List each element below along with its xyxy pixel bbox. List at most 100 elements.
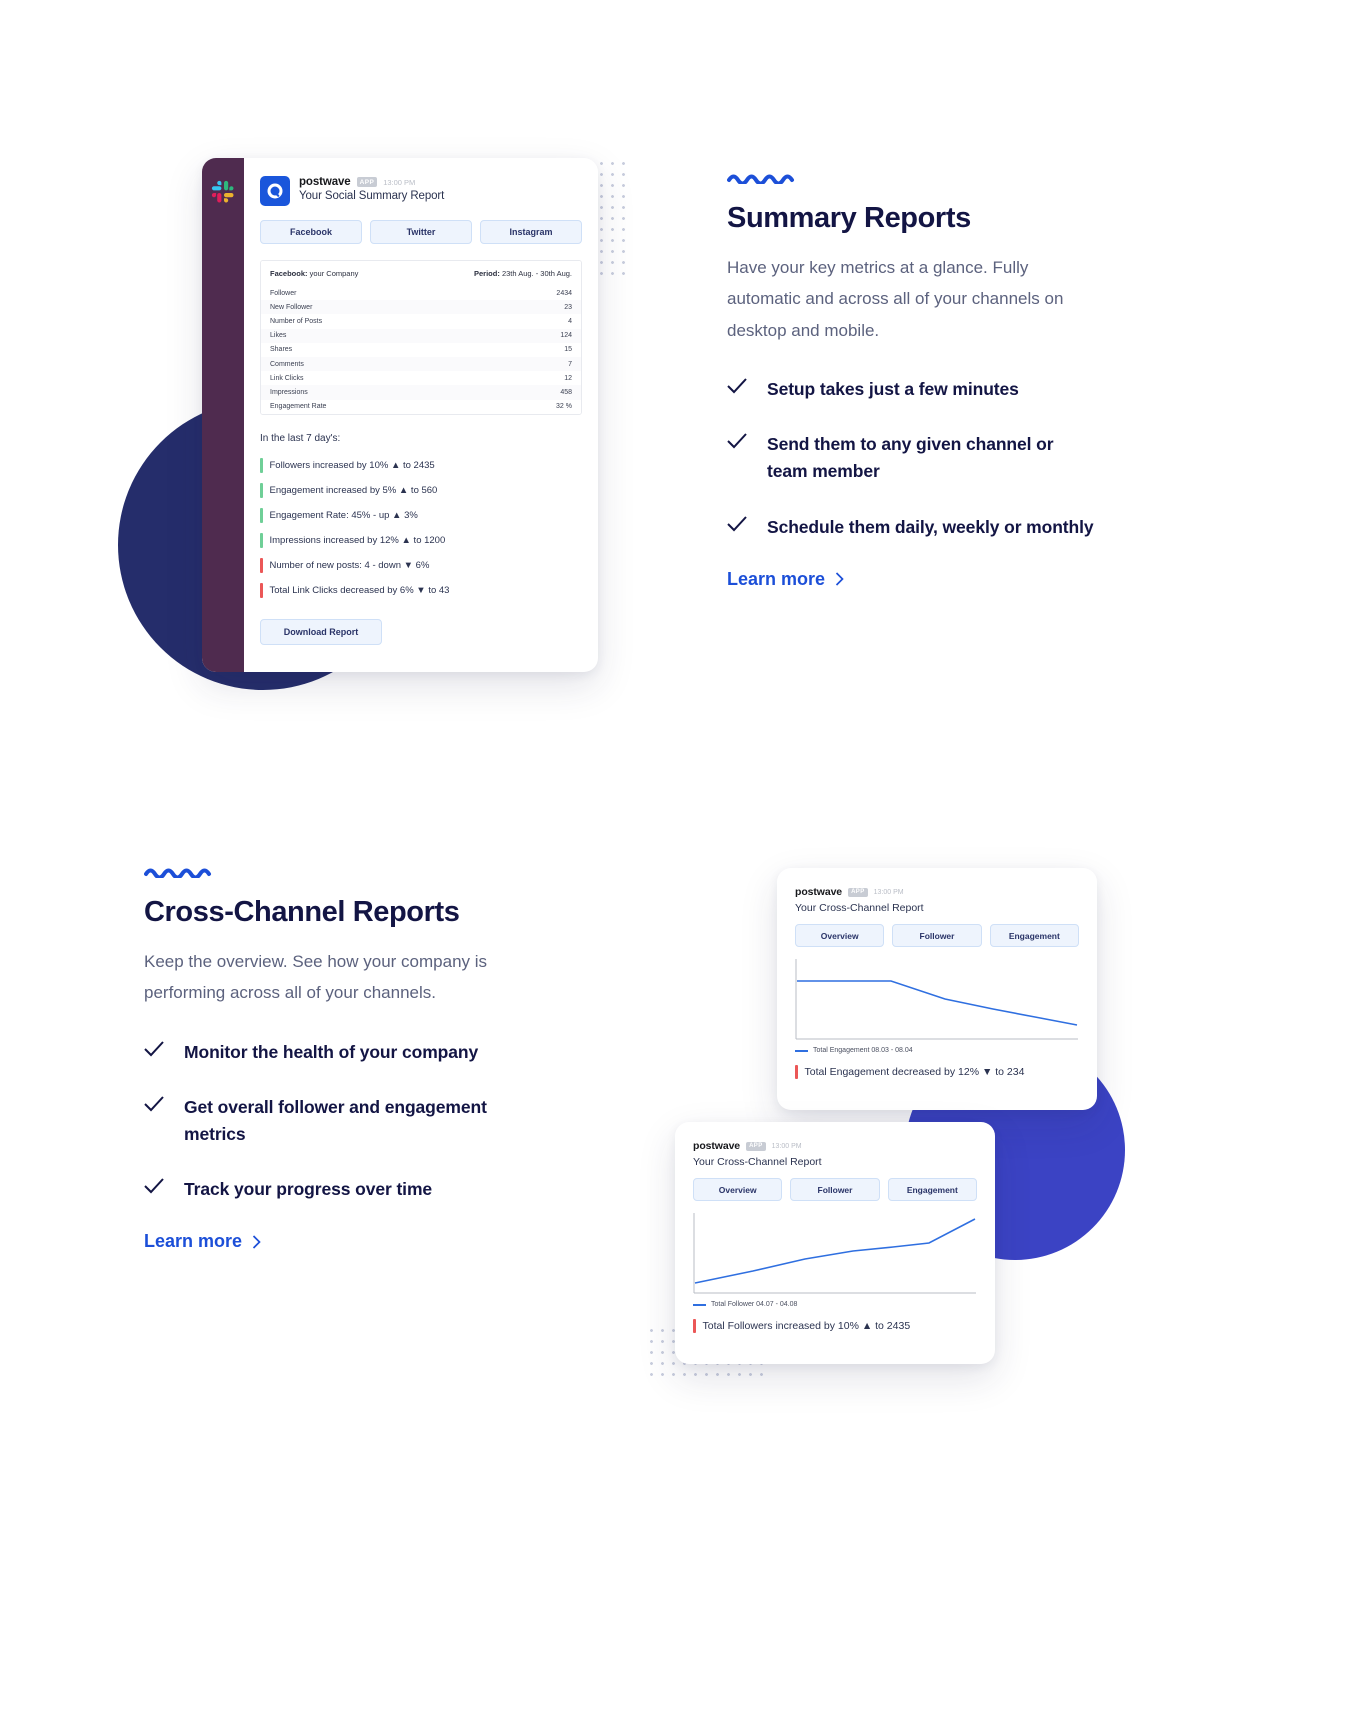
summary-reports-section: Summary Reports Have your key metrics at…: [727, 172, 1097, 590]
metric-label: Likes: [270, 332, 287, 340]
tab-engagement[interactable]: Engagement: [887, 1178, 977, 1201]
metric-value: 32 %: [556, 403, 572, 411]
cross-channel-reports-section: Cross-Channel Reports Keep the overview.…: [144, 866, 544, 1252]
metric-label: Shares: [270, 346, 293, 354]
chevron-right-icon: [835, 572, 844, 586]
learn-more-label: Learn more: [727, 568, 826, 589]
report-tab-row: Overview Follower Engagement: [693, 1178, 977, 1201]
tab-follower[interactable]: Follower: [790, 1178, 880, 1201]
benefit-text: Schedule them daily, weekly or monthly: [767, 516, 1094, 537]
metric-value: 4: [568, 317, 572, 325]
tab-follower[interactable]: Follower: [892, 924, 982, 947]
list-item: Setup takes just a few minutes: [727, 376, 1097, 403]
benefit-text: Track your progress over time: [184, 1179, 433, 1200]
app-name: postwave: [795, 886, 843, 898]
tab-engagement[interactable]: Engagement: [989, 924, 1079, 947]
recap-title: In the last 7 day's:: [260, 432, 341, 444]
postwave-logo-icon: [267, 183, 283, 199]
trend-down-bar: [260, 557, 263, 573]
app-badge: APP: [746, 1141, 766, 1151]
learn-more-link[interactable]: Learn more: [727, 569, 1097, 590]
benefit-list: Monitor the health of your company Get o…: [144, 1039, 544, 1204]
metrics-table: Facebook: your Company Period: 23th Aug.…: [260, 260, 582, 415]
trend-down-bar: [795, 1065, 798, 1079]
trend-up-bar: [260, 507, 263, 523]
benefit-list: Setup takes just a few minutes Send them…: [727, 376, 1097, 541]
report-tab-row: Overview Follower Engagement: [795, 924, 1079, 947]
recap-list: Followers increased by 10% ▲ to 2435 Eng…: [260, 453, 582, 603]
metric-value: 2434: [556, 289, 572, 297]
slack-message-body: postwave APP 13:00 PM Your Social Summar…: [244, 158, 598, 672]
chart-summary-row: Total Followers increased by 10% ▲ to 24…: [693, 1319, 977, 1333]
learn-more-label: Learn more: [144, 1231, 243, 1252]
postwave-avatar: [260, 176, 290, 206]
engagement-line-chart: [795, 959, 1079, 1041]
metric-label: Impressions: [270, 388, 308, 396]
check-icon: [144, 1039, 164, 1066]
message-timestamp: 13:00 PM: [383, 177, 416, 187]
recap-text: Engagement increased by 5% ▲ to 560: [269, 484, 438, 496]
chart-legend: Total Follower 04.07 - 04.08: [693, 1301, 977, 1308]
metric-label: Engagement Rate: [270, 403, 327, 411]
check-icon: [144, 1094, 164, 1148]
period-value: 23th Aug. - 30th Aug.: [501, 269, 572, 278]
chart-summary-text: Total Engagement decreased by 12% ▼ to 2…: [804, 1066, 1025, 1078]
channel-tab-row: Facebook Twitter Instagram: [260, 220, 582, 244]
period-label: Period:: [474, 269, 500, 278]
table-row: Number of Posts 4: [261, 314, 581, 329]
dot-grid-decoration-top: [596, 158, 626, 280]
squiggle-decoration-icon: [727, 174, 794, 186]
trend-up-bar: [260, 532, 263, 548]
tab-facebook[interactable]: Facebook: [260, 220, 362, 244]
table-row: Engagement Rate 32 %: [261, 399, 581, 414]
learn-more-link[interactable]: Learn more: [144, 1231, 544, 1252]
cross-channel-follower-card: postwave APP 13:00 PM Your Cross-Channel…: [675, 1122, 995, 1364]
tab-overview[interactable]: Overview: [795, 924, 885, 947]
download-report-button[interactable]: Download Report: [260, 618, 382, 645]
trend-down-bar: [260, 582, 263, 598]
list-item: Followers increased by 10% ▲ to 2435: [260, 453, 582, 478]
message-header: postwave APP 13:00 PM: [795, 886, 1079, 898]
trend-up-bar: [260, 457, 263, 473]
recap-text: Impressions increased by 12% ▲ to 1200: [269, 534, 446, 546]
section-description: Have your key metrics at a glance. Fully…: [727, 257, 1064, 340]
list-item: Track your progress over time: [144, 1176, 544, 1203]
legend-label: Total Follower 04.07 - 04.08: [711, 1301, 798, 1308]
check-icon: [727, 431, 747, 485]
benefit-text: Get overall follower and engagement metr…: [184, 1096, 487, 1145]
message-title: Your Social Summary Report: [299, 190, 445, 202]
page-title: Cross-Channel Reports: [144, 896, 460, 928]
squiggle-decoration-icon: [144, 868, 211, 880]
follower-line-chart: [693, 1213, 977, 1295]
tab-twitter[interactable]: Twitter: [370, 220, 472, 244]
metric-value: 458: [560, 388, 572, 396]
recap-text: Number of new posts: 4 - down ▼ 6%: [269, 559, 430, 571]
app-name: postwave: [693, 1140, 741, 1152]
check-icon: [727, 376, 747, 403]
list-item: Engagement increased by 5% ▲ to 560: [260, 478, 582, 503]
list-item: Schedule them daily, weekly or monthly: [727, 514, 1097, 541]
metric-value: 23: [564, 303, 572, 311]
metric-label: New Follower: [270, 303, 313, 311]
tab-overview[interactable]: Overview: [693, 1178, 783, 1201]
metric-label: Comments: [270, 360, 304, 368]
chart-legend: Total Engagement 08.03 - 08.04: [795, 1047, 1079, 1054]
tab-instagram[interactable]: Instagram: [480, 220, 582, 244]
metric-value: 7: [568, 360, 572, 368]
list-item: Send them to any given channel or team m…: [727, 431, 1097, 485]
list-item: Engagement Rate: 45% - up ▲ 3%: [260, 503, 582, 528]
channel-label: Facebook:: [270, 269, 308, 278]
table-row: Likes 124: [261, 328, 581, 343]
list-item: Get overall follower and engagement metr…: [144, 1094, 544, 1148]
message-timestamp: 13:00 PM: [771, 1142, 802, 1150]
list-item: Impressions increased by 12% ▲ to 1200: [260, 528, 582, 553]
page-title: Summary Reports: [727, 202, 971, 234]
table-row: Comments 7: [261, 356, 581, 372]
channel-value: your Company: [309, 269, 359, 278]
message-timestamp: 13:00 PM: [873, 888, 904, 896]
trend-up-bar: [260, 482, 263, 498]
metrics-table-header: Facebook: your Company Period: 23th Aug.…: [261, 261, 581, 286]
metric-label: Follower: [270, 289, 297, 297]
recap-text: Engagement Rate: 45% - up ▲ 3%: [269, 509, 418, 521]
list-item: Number of new posts: 4 - down ▼ 6%: [260, 553, 582, 578]
